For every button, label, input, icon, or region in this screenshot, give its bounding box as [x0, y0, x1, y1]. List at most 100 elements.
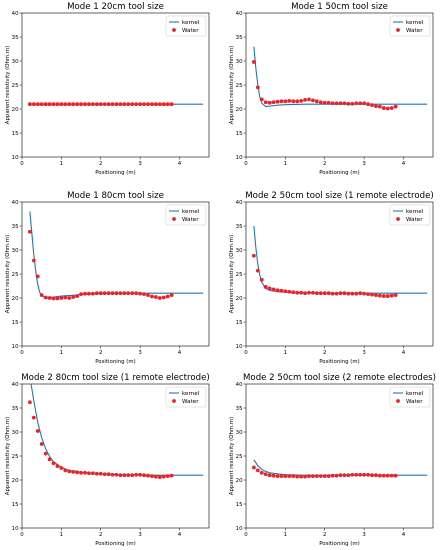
data-point-Water	[338, 101, 343, 106]
x-tick-label: 4	[402, 161, 406, 167]
y-tick-label: 20	[12, 478, 19, 484]
data-point-Water	[271, 287, 276, 292]
data-point-Water	[279, 474, 284, 479]
y-tick-label: 40	[236, 382, 243, 388]
data-point-Water	[366, 292, 370, 297]
legend: kernel Water	[389, 204, 431, 226]
data-point-Water	[358, 291, 363, 296]
y-tick-label: 30	[12, 430, 19, 436]
chart-panel-5: Mode 2 80cm tool size (1 remote electrod…	[5, 373, 210, 547]
data-point-Water	[330, 473, 335, 478]
data-point-Water	[271, 473, 276, 478]
data-point-Water	[39, 102, 44, 107]
data-point-Water	[114, 472, 119, 477]
data-point-Water	[118, 473, 123, 478]
y-tick-label: 35	[12, 406, 19, 412]
legend-swatch-Water	[172, 28, 176, 32]
data-point-Water	[295, 290, 300, 295]
x-tick-label: 3	[362, 350, 365, 356]
y-tick-label: 20	[12, 296, 19, 302]
x-tick-label: 2	[323, 350, 326, 356]
data-point-Water	[79, 102, 83, 107]
data-point-Water	[263, 472, 268, 477]
y-tick-label: 35	[236, 35, 243, 41]
y-tick-label: 20	[236, 478, 243, 484]
chart-panel-3: Mode 1 80cm tool size 0 1 2 3 4 10 15 20 25 30 35 40…	[5, 191, 210, 365]
data-point-Water	[55, 464, 60, 468]
chart-title: Mode 1 20cm tool size	[67, 2, 164, 12]
data-point-Water	[346, 291, 351, 296]
x-tick-label: 4	[178, 161, 182, 167]
data-point-Water	[146, 473, 150, 478]
data-point-Water	[110, 102, 115, 107]
x-axis-label: Positioning (m)	[95, 541, 136, 547]
y-axis-label: Apparent resistivity (Ohm.m)	[5, 417, 11, 495]
x-tick-label: 3	[362, 161, 365, 167]
y-tick-label: 25	[12, 272, 19, 278]
x-tick-label: 4	[178, 532, 182, 538]
data-point-Water	[157, 296, 162, 300]
legend-box	[389, 204, 431, 226]
y-tick-label: 15	[236, 502, 243, 508]
data-point-Water	[334, 473, 339, 478]
data-point-Water	[150, 102, 154, 107]
data-point-Water	[311, 474, 315, 479]
data-point-Water	[75, 294, 80, 298]
legend-label: Water	[182, 28, 199, 34]
data-point-Water	[161, 474, 166, 479]
data-point-Water	[275, 99, 280, 104]
legend-box	[389, 15, 431, 37]
data-point-Water	[35, 102, 40, 107]
legend-label: Water	[406, 28, 423, 34]
data-point-Water	[83, 291, 87, 296]
data-point-Water	[165, 102, 170, 107]
data-point-Water	[255, 268, 260, 273]
data-point-Water	[283, 474, 288, 479]
data-point-Water	[55, 296, 60, 301]
x-tick-label: 1	[284, 532, 287, 538]
y-tick-label: 40	[12, 382, 19, 388]
data-point-Water	[138, 102, 143, 107]
data-point-Water	[71, 469, 76, 474]
y-axis-label: Apparent resistivity (Ohm.m)	[229, 235, 235, 313]
legend-label: kernel	[406, 20, 424, 26]
y-tick-label: 15	[236, 320, 243, 326]
data-point-Water	[381, 473, 386, 478]
data-point-Water	[63, 468, 68, 473]
data-point-Water	[358, 101, 363, 106]
data-point-Water	[279, 99, 284, 104]
plot-area	[27, 102, 204, 107]
y-tick-label: 20	[12, 107, 19, 113]
data-point-Water	[87, 471, 91, 476]
y-tick-label: 35	[236, 224, 243, 230]
data-point-Water	[385, 106, 390, 111]
legend-label: Water	[182, 399, 199, 405]
y-tick-label: 10	[12, 344, 19, 350]
y-tick-label: 40	[12, 11, 19, 17]
data-point-Water	[169, 293, 174, 298]
data-point-Water	[251, 465, 256, 470]
data-point-Water	[251, 253, 256, 258]
data-point-Water	[342, 291, 347, 296]
legend-swatch-Water	[396, 217, 400, 221]
data-point-Water	[377, 104, 382, 109]
data-point-Water	[94, 291, 99, 296]
chart-panel-2: Mode 1 50cm tool size 0 1 2 3 4 10 15 20 25 30 35 40…	[229, 2, 434, 176]
data-point-Water	[55, 102, 60, 107]
data-point-Water	[275, 474, 280, 479]
data-point-Water	[106, 472, 111, 477]
data-point-Water	[102, 291, 107, 296]
data-point-Water	[366, 102, 370, 107]
data-point-Water	[59, 102, 64, 107]
legend-box	[165, 204, 207, 226]
legend-label: kernel	[406, 209, 424, 215]
data-point-Water	[130, 102, 135, 107]
data-point-Water	[271, 100, 276, 105]
data-point-Water	[393, 473, 398, 478]
y-tick-label: 40	[236, 200, 243, 206]
data-point-Water	[87, 102, 91, 107]
data-point-Water	[79, 292, 83, 297]
data-point-Water	[35, 429, 40, 433]
data-point-Water	[110, 472, 115, 477]
